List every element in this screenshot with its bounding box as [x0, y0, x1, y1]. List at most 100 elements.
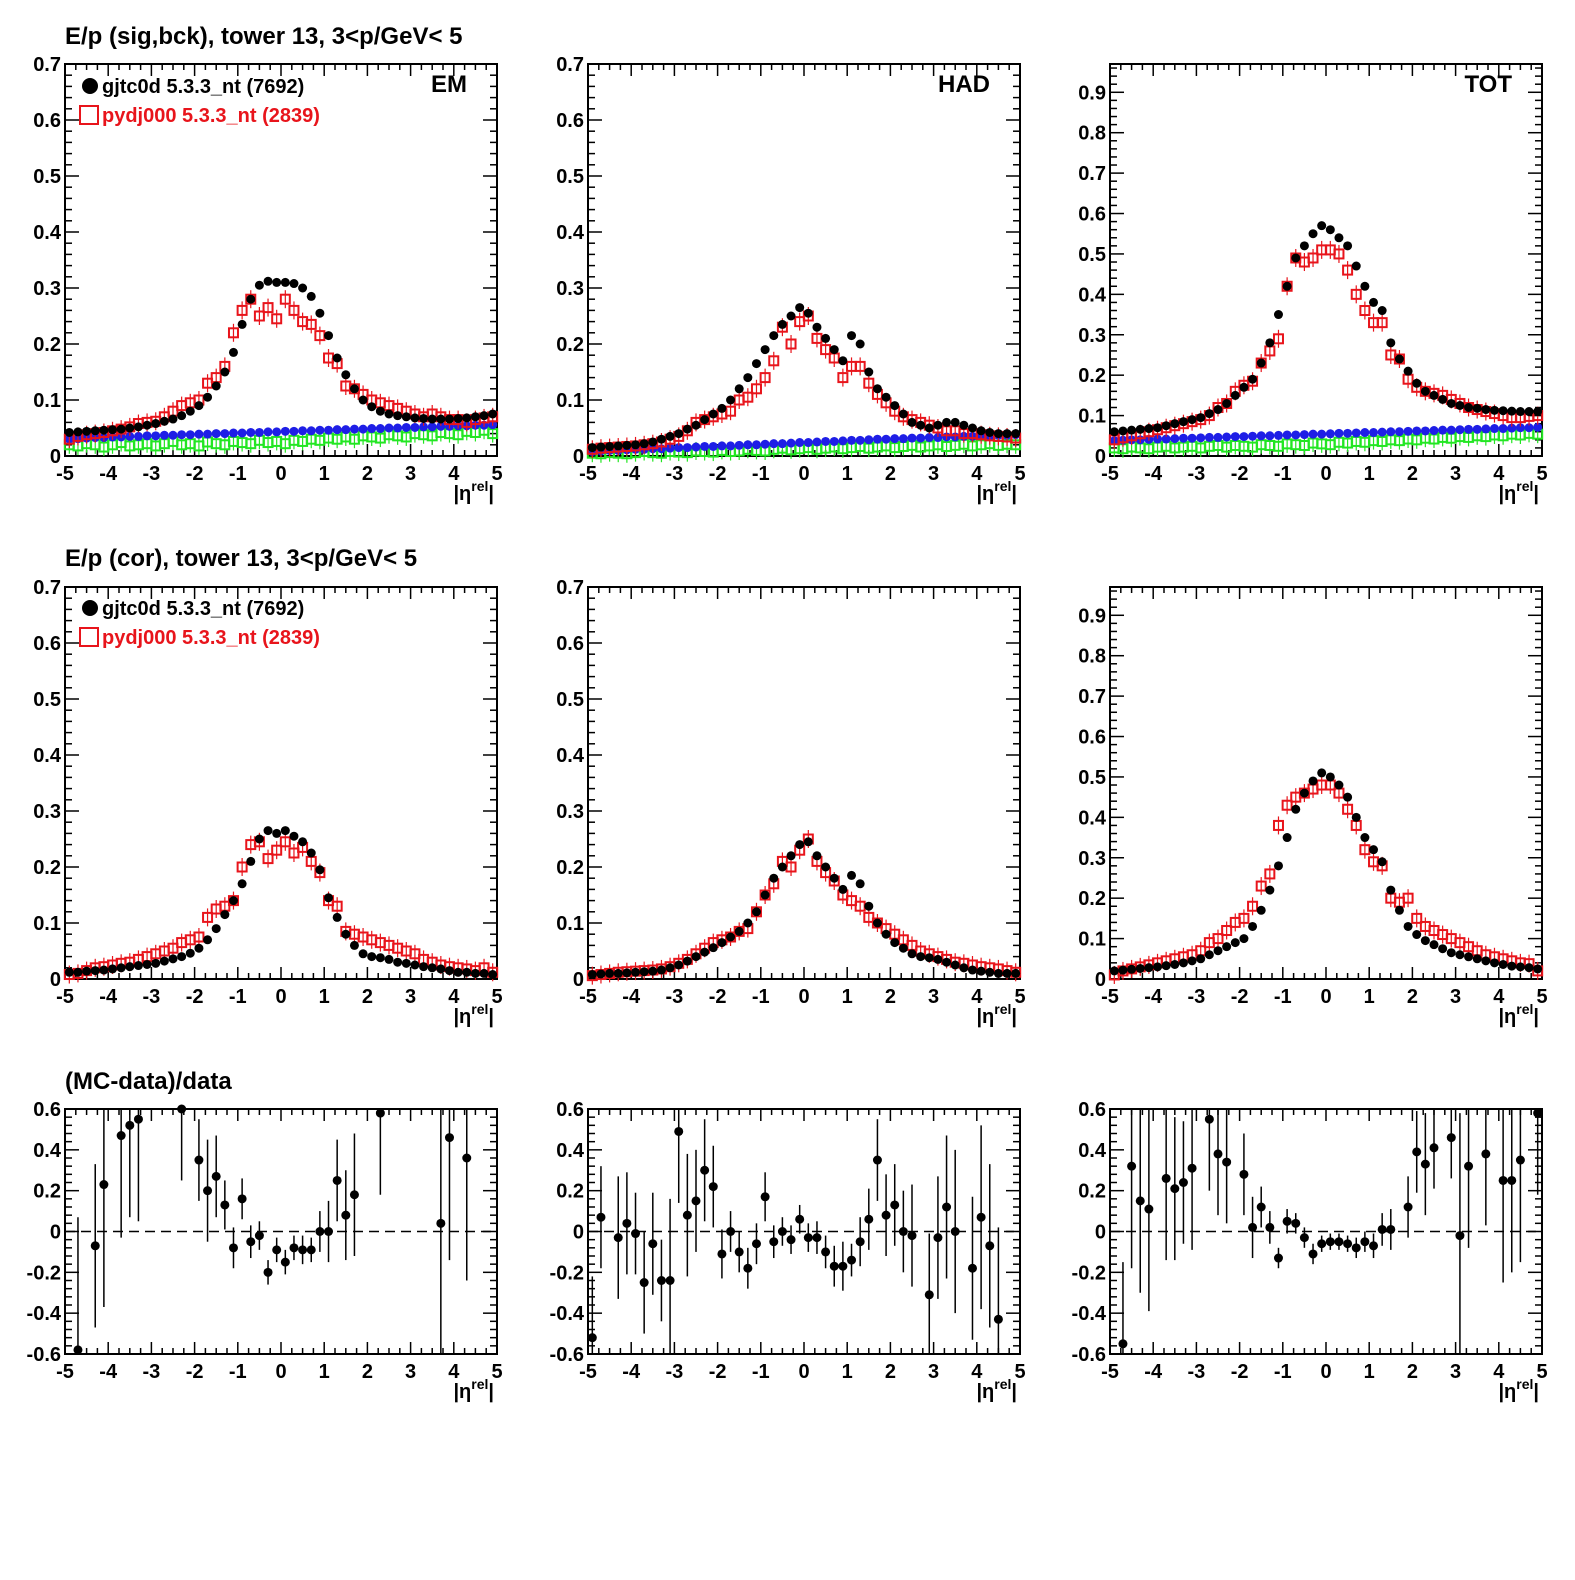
x-tick-label: -5	[1101, 1361, 1119, 1383]
data-point	[358, 395, 368, 405]
y-tick-label: 0.4	[556, 222, 585, 244]
data-point	[743, 440, 753, 450]
series-mc	[586, 307, 1022, 459]
x-tick-label: 1	[319, 1361, 330, 1383]
x-tick-label: 1	[1364, 463, 1375, 485]
mc-point	[1255, 880, 1267, 892]
mc-point	[1359, 305, 1371, 317]
mc-point	[253, 310, 265, 322]
data-point	[1403, 366, 1413, 376]
data-point	[1507, 1175, 1517, 1185]
data-point	[967, 965, 977, 975]
data-point	[367, 424, 377, 434]
data-point	[1222, 398, 1232, 408]
data-point	[367, 402, 377, 412]
data-point	[587, 443, 597, 453]
x-tick-label: 5	[1014, 986, 1025, 1008]
data-point	[1248, 374, 1258, 384]
y-tick-label: 0.2	[556, 334, 584, 356]
data-point	[220, 1200, 230, 1210]
data-point	[272, 1245, 282, 1255]
mc-point	[863, 377, 875, 389]
data-point	[976, 1212, 986, 1222]
data-point	[142, 431, 152, 441]
data-point	[864, 1214, 874, 1224]
data-point	[1161, 1173, 1171, 1183]
mc-point	[837, 372, 849, 384]
y-tick-label: 0	[1095, 969, 1106, 991]
data-point	[133, 1114, 143, 1124]
data-point	[1446, 425, 1456, 435]
data-point	[890, 434, 900, 444]
data-point	[1429, 426, 1439, 436]
data-point	[1282, 1216, 1292, 1226]
mc-point	[1281, 799, 1293, 811]
data-point	[1187, 1163, 1197, 1173]
x-tick-label: -2	[1231, 986, 1249, 1008]
x-tick-label: -1	[752, 986, 770, 1008]
data-point	[298, 426, 308, 436]
data-point	[332, 912, 342, 922]
x-tick-label: 4	[971, 986, 983, 1008]
legend-data-marker	[82, 78, 98, 94]
data-point	[1377, 857, 1387, 867]
y-tick-label: 0.6	[556, 110, 584, 132]
x-tick-label: 5	[491, 1361, 502, 1383]
data-point	[1222, 432, 1232, 442]
data-point	[1161, 434, 1171, 444]
data-point	[1524, 963, 1534, 973]
data-point	[349, 940, 359, 950]
mc-point	[1342, 264, 1354, 276]
data-point	[444, 1133, 454, 1143]
x-axis-label: |ηrel|	[976, 1376, 1017, 1403]
data-point	[613, 968, 623, 978]
legend-mc-marker	[79, 627, 99, 647]
mc-point	[1350, 288, 1362, 300]
data-point	[1369, 1241, 1379, 1251]
mc-point	[1238, 912, 1250, 924]
data-point	[99, 425, 109, 435]
data-point	[1515, 423, 1525, 433]
x-tick-label: -3	[666, 463, 684, 485]
x-tick-label: 2	[885, 463, 896, 485]
y-tick-label: 0.5	[1078, 767, 1106, 789]
x-tick-label: 3	[405, 986, 416, 1008]
y-tick-label: 0.4	[1078, 284, 1107, 306]
data-point	[1489, 958, 1499, 968]
data-point	[769, 873, 779, 883]
data-point	[1455, 1231, 1465, 1241]
data-point	[315, 425, 325, 435]
data-point	[1446, 1133, 1456, 1143]
data-point	[726, 395, 736, 405]
data-point	[1420, 426, 1430, 436]
series-data	[1118, 1108, 1543, 1354]
data-point	[1222, 1157, 1232, 1167]
data-point	[1455, 950, 1465, 960]
data-point	[185, 430, 195, 440]
data-point	[1213, 946, 1223, 956]
mc-point	[1272, 333, 1284, 345]
data-point	[358, 949, 368, 959]
y-tick-label: 0.1	[556, 390, 584, 412]
data-point	[1369, 845, 1379, 855]
series-data_bkg	[64, 420, 498, 444]
data-point	[1412, 426, 1422, 436]
data-point	[151, 419, 161, 429]
x-tick-label: -4	[99, 1361, 118, 1383]
data-point	[665, 1276, 675, 1285]
x-tick-label: 4	[1493, 463, 1505, 485]
data-point	[682, 1210, 692, 1220]
data-point	[812, 322, 822, 332]
data-point	[812, 437, 822, 447]
data-point	[488, 970, 498, 980]
mc-point	[1307, 252, 1319, 264]
data-point	[872, 918, 882, 928]
x-tick-label: -1	[1274, 463, 1292, 485]
data-point	[1515, 962, 1525, 972]
y-tick-label: 0.2	[1078, 888, 1106, 910]
data-point	[1360, 281, 1370, 291]
x-tick-label: -5	[579, 463, 597, 485]
data-point	[786, 438, 796, 448]
data-point	[315, 308, 325, 318]
data-point	[203, 429, 213, 439]
